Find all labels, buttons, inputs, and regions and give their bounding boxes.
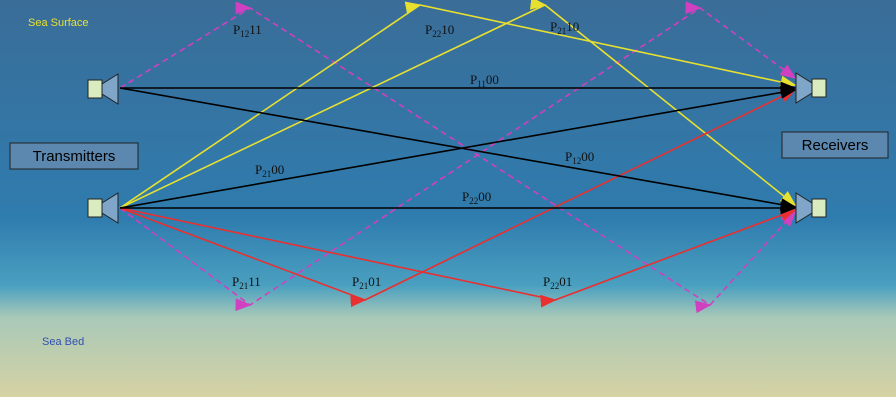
path-label-sub: 22	[550, 281, 559, 291]
path-label-suffix: 00	[581, 149, 594, 164]
path-label-sub: 21	[557, 26, 566, 36]
path-label-suffix: 10	[566, 19, 579, 34]
path-label-suffix: 00	[478, 189, 491, 204]
sea-surface-label: Sea Surface	[28, 17, 89, 29]
path-label-suffix: 01	[559, 274, 572, 289]
path-label-base: P	[550, 19, 557, 34]
diagram: Sea Surface Sea Bed Transmitters Receive…	[0, 0, 896, 397]
path-label-base: P	[233, 22, 240, 37]
transmitters-label: Transmitters	[33, 148, 116, 165]
path-label-base: P	[462, 189, 469, 204]
path-label-suffix: 00	[486, 72, 499, 87]
path-label-sub: 22	[469, 196, 478, 206]
path-label-sub: 12	[572, 156, 581, 166]
path-label-sub: 21	[262, 169, 271, 179]
path-label-suffix: 00	[271, 162, 284, 177]
path-label-suffix: 11	[249, 22, 262, 37]
receivers-label: Receivers	[802, 137, 869, 154]
path-label-suffix: 10	[441, 22, 454, 37]
path-label-sub: 12	[240, 29, 249, 39]
sea-bed-label: Sea Bed	[42, 336, 84, 348]
path-label-suffix: 11	[248, 274, 261, 289]
path-label-base: P	[232, 274, 239, 289]
path-label-sub: 11	[477, 79, 486, 89]
path-label-base: P	[425, 22, 432, 37]
path-label-base: P	[543, 274, 550, 289]
path-label-base: P	[470, 72, 477, 87]
path-label-suffix: 01	[368, 274, 381, 289]
path-label-sub: 21	[239, 281, 248, 291]
path-label-base: P	[565, 149, 572, 164]
path-label-base: P	[352, 274, 359, 289]
path-label-sub: 21	[359, 281, 368, 291]
path-label-base: P	[255, 162, 262, 177]
path-label-sub: 22	[432, 29, 441, 39]
